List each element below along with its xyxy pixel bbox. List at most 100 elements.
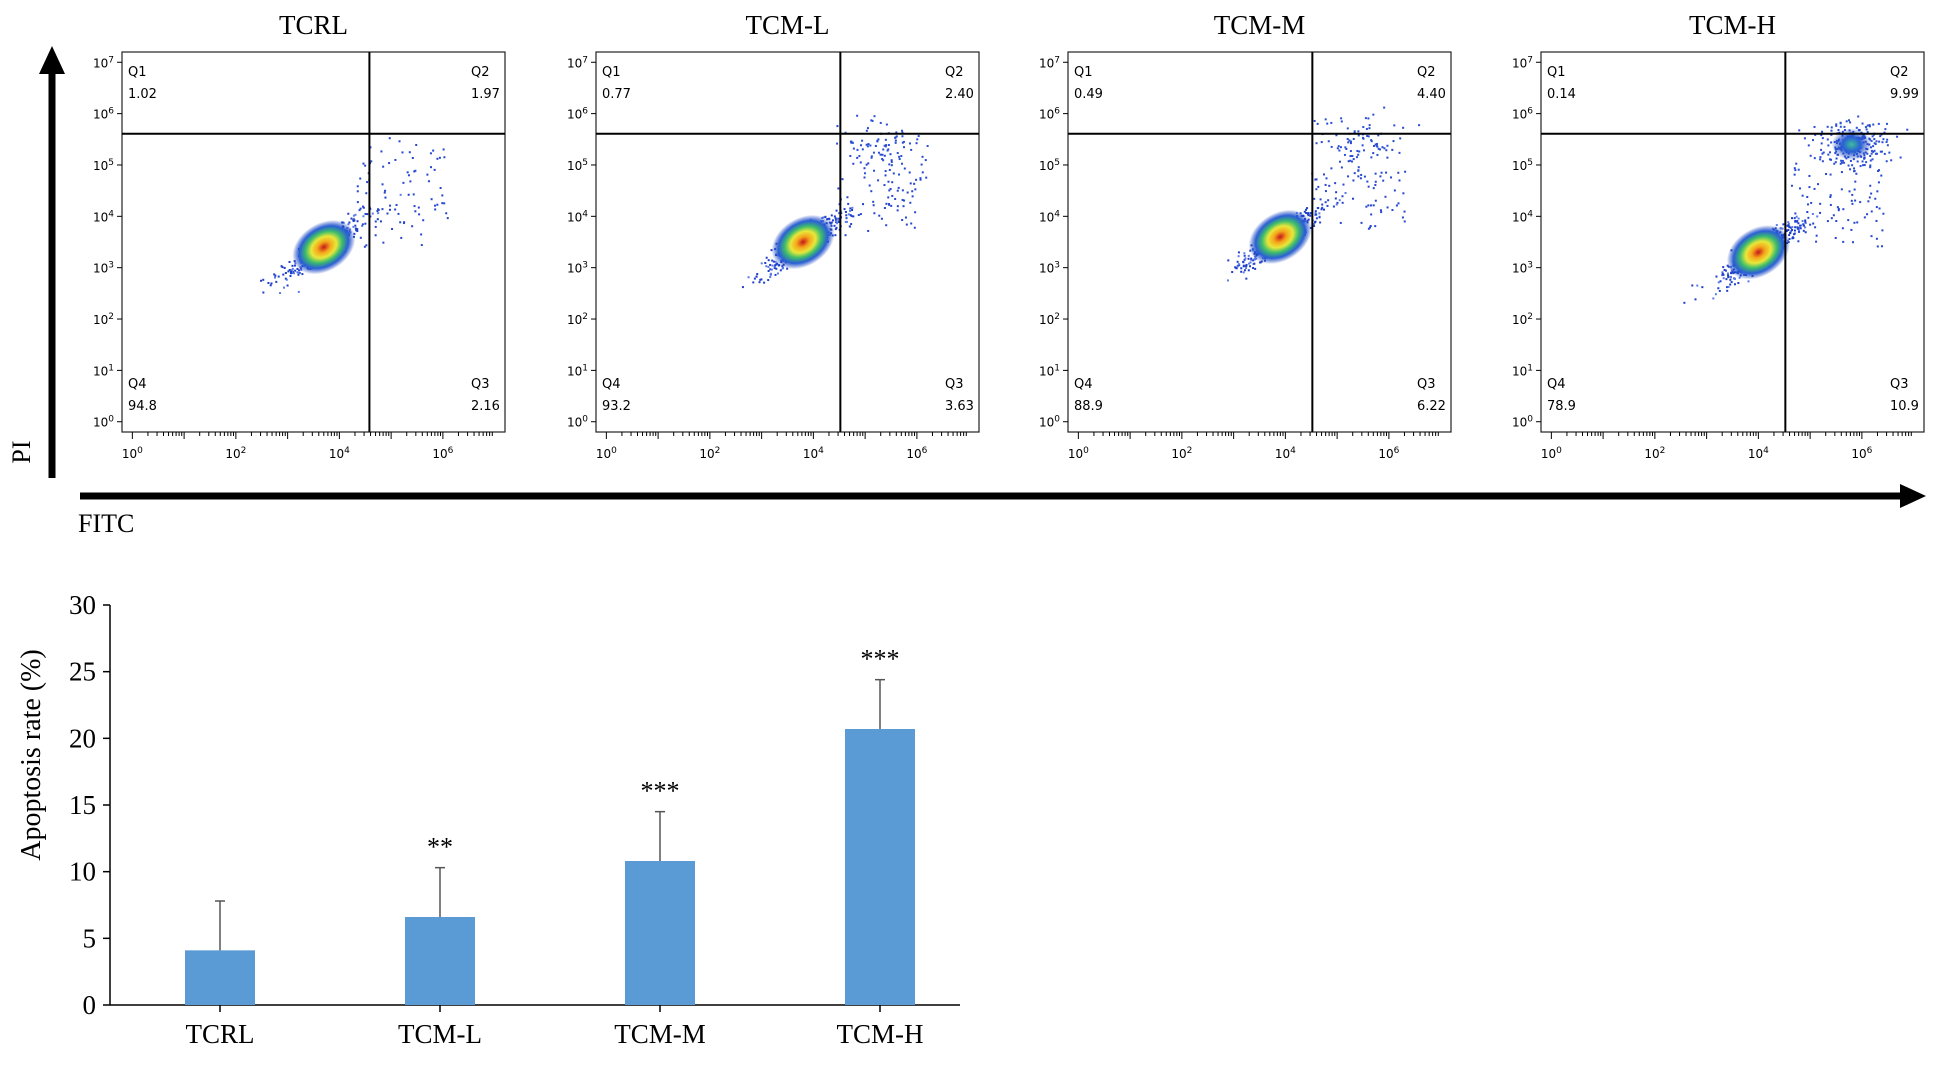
scatter-point	[1830, 158, 1833, 161]
scatter-point	[1701, 286, 1704, 289]
scatter-point	[362, 206, 365, 209]
scatter-point	[297, 273, 300, 276]
scatter-point	[1878, 140, 1881, 143]
scatter-point	[1808, 174, 1811, 177]
scatter-point	[362, 215, 365, 218]
y-tick-label: 101	[93, 363, 114, 378]
scatter-point	[296, 271, 299, 274]
scatter-point	[1231, 271, 1234, 274]
scatter-point	[1806, 195, 1809, 198]
scatter-point	[1347, 175, 1350, 178]
scatter-point	[1353, 172, 1356, 175]
scatter-point	[376, 218, 379, 221]
scatter-point	[1801, 194, 1804, 197]
scatter-point	[1721, 271, 1724, 274]
scatter-point	[277, 275, 280, 278]
scatter-point	[1835, 123, 1838, 126]
scatter-point	[1315, 217, 1318, 220]
scatter-point	[861, 148, 864, 151]
x-tick-label: 104	[1748, 446, 1769, 461]
scatter-point	[1863, 216, 1866, 219]
scatter-point	[1340, 120, 1343, 123]
scatter-point	[1324, 190, 1327, 193]
scatter-point	[1794, 169, 1797, 172]
x-tick-label: 104	[329, 446, 350, 461]
scatter-point	[1811, 212, 1814, 215]
scatter-point	[1886, 144, 1889, 147]
scatter-point	[849, 154, 852, 157]
scatter-point	[914, 188, 917, 191]
scatter-point	[1350, 160, 1353, 163]
scatter-point	[1847, 219, 1850, 222]
y-tick-label: 104	[1512, 209, 1533, 224]
scatter-point	[1802, 229, 1805, 232]
scatter-point	[395, 204, 398, 207]
scatter-point	[1817, 183, 1820, 186]
scatter-point	[1374, 183, 1377, 186]
scatter-point	[1829, 194, 1832, 197]
y-tick-label: 100	[1512, 415, 1533, 430]
scatter-point	[1785, 229, 1788, 232]
scatter-point	[361, 223, 364, 226]
scatter-point	[890, 160, 893, 163]
scatter-point	[867, 143, 870, 146]
scatter-point	[370, 160, 373, 163]
scatter-point	[1879, 150, 1882, 153]
scatter-point	[861, 139, 864, 142]
scatter-point	[301, 273, 304, 276]
scatter-point	[777, 264, 780, 267]
scatter-point	[1870, 139, 1873, 142]
scatter-point	[1315, 178, 1318, 181]
scatter-point	[1321, 206, 1324, 209]
scatter-point	[1362, 126, 1365, 129]
scatter-point	[298, 271, 301, 274]
scatter-point	[1866, 213, 1869, 216]
scatter-point	[1357, 166, 1360, 169]
scatter-point	[877, 151, 880, 154]
scatter-point	[835, 222, 838, 225]
scatter-point	[887, 143, 890, 146]
scatter-point	[1807, 203, 1810, 206]
scatter-point	[414, 210, 417, 213]
quadrant-percent: 88.9	[1074, 399, 1103, 414]
scatter-point	[1819, 202, 1822, 205]
panel-title: TCRL	[279, 10, 348, 40]
scatter-point	[1352, 158, 1355, 161]
scatter-point	[1383, 106, 1386, 109]
scatter-point	[1802, 224, 1805, 227]
scatter-point	[1226, 279, 1229, 282]
scatter-point	[925, 176, 928, 179]
scatter-point	[1853, 221, 1856, 224]
scatter-point	[1717, 281, 1720, 284]
scatter-point	[774, 273, 777, 276]
scatter-point	[1340, 117, 1343, 120]
scatter-point	[1338, 160, 1341, 163]
x-tick-label: 106	[1378, 446, 1399, 461]
scatter-point	[1370, 213, 1373, 216]
fitc-axis-arrow	[80, 484, 1926, 508]
scatter-point	[1719, 280, 1722, 283]
y-tick-label: 102	[1039, 312, 1060, 327]
x-tick-label: 106	[432, 446, 453, 461]
quadrant-percent: 10.9	[1890, 399, 1919, 414]
scatter-point	[837, 220, 840, 223]
scatter-point	[873, 169, 876, 172]
scatter-point	[422, 219, 425, 222]
scatter-point	[413, 205, 416, 208]
scatter-point	[1346, 138, 1349, 141]
scatter-point	[438, 156, 441, 159]
scatter-point	[352, 219, 355, 222]
scatter-point	[1309, 214, 1312, 217]
scatter-point	[1872, 123, 1875, 126]
scatter-point	[281, 266, 284, 269]
scatter-point	[1362, 137, 1365, 140]
scatter-point	[878, 214, 881, 217]
scatter-point	[1875, 140, 1878, 143]
scatter-points	[260, 137, 449, 295]
scatter-point	[1827, 153, 1830, 156]
scatter-point	[399, 221, 402, 224]
scatter-point	[905, 223, 908, 226]
quadrant-label: Q1	[1074, 65, 1093, 80]
scatter-point	[1869, 154, 1872, 157]
scatter-point	[910, 148, 913, 151]
